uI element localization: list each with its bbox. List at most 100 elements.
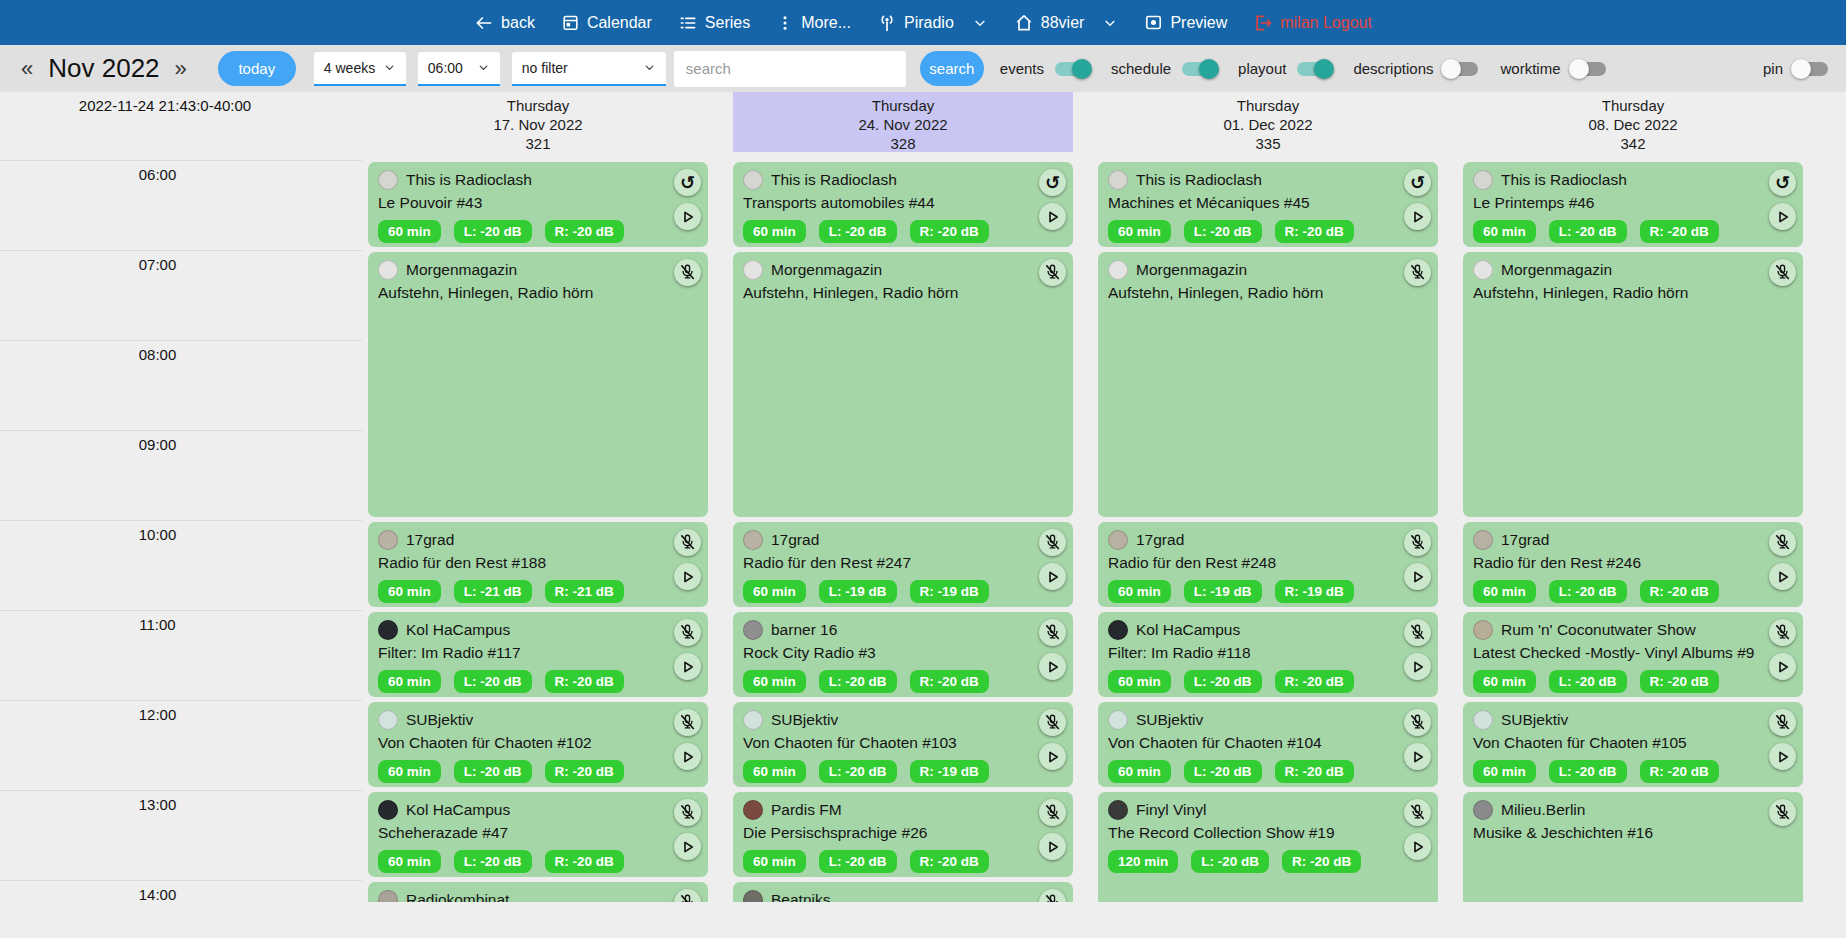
play-button[interactable] (1769, 653, 1796, 680)
mute-button[interactable] (1769, 259, 1796, 286)
mute-button[interactable] (674, 799, 701, 826)
play-button[interactable] (1404, 203, 1431, 230)
filter-select[interactable]: no filter (512, 52, 666, 86)
mute-button[interactable] (1039, 709, 1066, 736)
event-card[interactable]: MorgenmagazinAufstehn, Hinlegen, Radio h… (733, 252, 1073, 517)
event-card[interactable]: Beatniks (733, 882, 1073, 902)
mute-button[interactable] (1769, 709, 1796, 736)
play-button[interactable] (1404, 653, 1431, 680)
event-card[interactable]: Kol HaCampusScheherazade #4760 minL: -20… (368, 792, 708, 877)
column-header[interactable]: Thursday24. Nov 2022328 (733, 92, 1073, 152)
play-button[interactable] (1039, 203, 1066, 230)
preview-button[interactable]: Preview (1144, 13, 1227, 32)
event-card[interactable]: MorgenmagazinAufstehn, Hinlegen, Radio h… (368, 252, 708, 517)
event-card[interactable]: Milieu.BerlinMusike & Jeschichten #16 (1463, 792, 1803, 902)
channel-chevron-down-icon[interactable] (1102, 15, 1118, 31)
play-button[interactable] (1039, 743, 1066, 770)
event-card[interactable]: This is RadioclashMachines et Mécaniques… (1098, 162, 1438, 247)
play-button[interactable] (1769, 203, 1796, 230)
play-button[interactable] (674, 563, 701, 590)
event-card[interactable]: SUBjektivVon Chaoten für Chaoten #10560 … (1463, 702, 1803, 787)
event-card[interactable]: Kol HaCampusFilter: Im Radio #11760 minL… (368, 612, 708, 697)
event-card[interactable]: Pardis FMDie Persischsprachige #2660 min… (733, 792, 1073, 877)
mute-button[interactable] (1039, 799, 1066, 826)
mute-button[interactable] (1769, 799, 1796, 826)
column-header[interactable]: Thursday08. Dec 2022342 (1463, 92, 1803, 152)
mute-button[interactable] (1039, 889, 1066, 902)
nav-calendar[interactable]: Calendar (561, 13, 652, 32)
weeks-select[interactable]: 4 weeks (314, 52, 406, 86)
mute-button[interactable] (1404, 619, 1431, 646)
mute-button[interactable] (1404, 709, 1431, 736)
back-button[interactable]: back (474, 13, 535, 33)
play-button[interactable] (1404, 833, 1431, 860)
start-time-select[interactable]: 06:00 (418, 52, 500, 86)
repeat-button[interactable]: ↺ (1039, 169, 1066, 196)
events-toggle[interactable] (1055, 62, 1089, 76)
logout-button[interactable]: milan Logout (1253, 13, 1372, 33)
playout-toggle[interactable] (1297, 62, 1331, 76)
search-button[interactable]: search (920, 51, 984, 86)
prev-month-button[interactable]: « (12, 56, 42, 82)
event-card[interactable]: Kol HaCampusFilter: Im Radio #11860 minL… (1098, 612, 1438, 697)
station-selector[interactable]: Piradio (877, 13, 954, 33)
mute-button[interactable] (1039, 259, 1066, 286)
play-button[interactable] (1039, 563, 1066, 590)
mute-button[interactable] (1769, 619, 1796, 646)
event-card[interactable]: 17gradRadio für den Rest #18860 minL: -2… (368, 522, 708, 607)
play-button[interactable] (674, 203, 701, 230)
event-card[interactable]: 17gradRadio für den Rest #24760 minL: -1… (733, 522, 1073, 607)
mute-button[interactable] (1404, 259, 1431, 286)
play-button[interactable] (1769, 563, 1796, 590)
event-card[interactable]: barner 16Rock City Radio #360 minL: -20 … (733, 612, 1073, 697)
mute-button[interactable] (1404, 799, 1431, 826)
repeat-button[interactable]: ↺ (674, 169, 701, 196)
event-card[interactable]: Rum 'n' Coconutwater ShowLatest Checked … (1463, 612, 1803, 697)
event-card[interactable]: 17gradRadio für den Rest #24860 minL: -1… (1098, 522, 1438, 607)
event-card[interactable]: Radiokombinat (368, 882, 708, 902)
event-card[interactable]: Finyl VinylThe Record Collection Show #1… (1098, 792, 1438, 902)
search-input[interactable] (674, 51, 906, 87)
next-month-button[interactable]: » (166, 56, 196, 82)
play-button[interactable] (1039, 833, 1066, 860)
mute-button[interactable] (1404, 529, 1431, 556)
worktime-toggle[interactable] (1572, 62, 1606, 76)
mute-button[interactable] (674, 709, 701, 736)
repeat-button[interactable]: ↺ (1769, 169, 1796, 196)
event-card[interactable]: This is RadioclashLe Printemps #4660 min… (1463, 162, 1803, 247)
play-button[interactable] (1404, 743, 1431, 770)
event-card[interactable]: SUBjektivVon Chaoten für Chaoten #10260 … (368, 702, 708, 787)
event-card[interactable]: SUBjektivVon Chaoten für Chaoten #10460 … (1098, 702, 1438, 787)
nav-series[interactable]: Series (678, 13, 750, 33)
play-button[interactable] (1039, 653, 1066, 680)
mute-button[interactable] (674, 529, 701, 556)
pin-toggle[interactable] (1794, 62, 1828, 76)
event-card[interactable]: This is RadioclashLe Pouvoir #4360 minL:… (368, 162, 708, 247)
mute-button[interactable] (1039, 619, 1066, 646)
station-chevron-down-icon[interactable] (972, 15, 988, 31)
mute-button[interactable] (1039, 529, 1066, 556)
event-card[interactable]: This is RadioclashTransports automobiles… (733, 162, 1073, 247)
column-header[interactable]: Thursday17. Nov 2022321 (368, 92, 708, 152)
event-card[interactable]: 17gradRadio für den Rest #24660 minL: -2… (1463, 522, 1803, 607)
event-card[interactable]: MorgenmagazinAufstehn, Hinlegen, Radio h… (1463, 252, 1803, 517)
mute-button[interactable] (1769, 529, 1796, 556)
repeat-button[interactable]: ↺ (1404, 169, 1431, 196)
mute-button[interactable] (674, 619, 701, 646)
play-button[interactable] (674, 743, 701, 770)
event-card[interactable]: SUBjektivVon Chaoten für Chaoten #10360 … (733, 702, 1073, 787)
play-button[interactable] (1404, 563, 1431, 590)
schedule-toggle[interactable] (1182, 62, 1216, 76)
mute-button[interactable] (674, 259, 701, 286)
play-button[interactable] (674, 653, 701, 680)
mute-button[interactable] (674, 889, 701, 902)
play-button[interactable] (1769, 743, 1796, 770)
nav-more[interactable]: More... (776, 14, 851, 32)
play-button[interactable] (674, 833, 701, 860)
show-logo (1473, 170, 1493, 190)
event-card[interactable]: MorgenmagazinAufstehn, Hinlegen, Radio h… (1098, 252, 1438, 517)
descriptions-toggle[interactable] (1444, 62, 1478, 76)
column-header[interactable]: Thursday01. Dec 2022335 (1098, 92, 1438, 152)
today-button[interactable]: today (218, 51, 296, 86)
channel-selector[interactable]: 88vier (1014, 13, 1085, 33)
